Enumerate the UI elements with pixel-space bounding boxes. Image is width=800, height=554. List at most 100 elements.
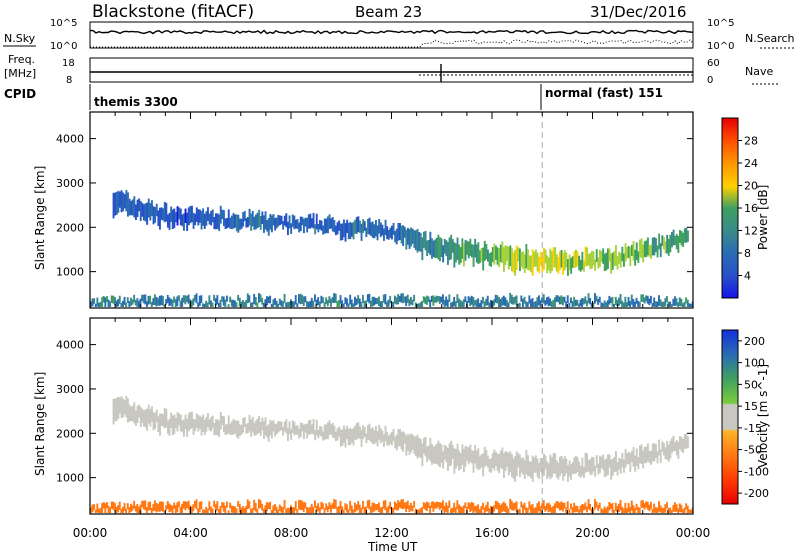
velocity-echo-cell <box>189 411 192 430</box>
power-echo-cell <box>157 210 160 226</box>
power-echo-cell <box>469 238 472 256</box>
power-echo-cell <box>368 293 371 304</box>
power-echo-cell <box>179 208 182 226</box>
velocity-echo-cell <box>126 503 129 510</box>
velocity-echo-cell <box>563 456 566 477</box>
velocity-echo-cell <box>210 416 213 432</box>
power-echo-cell <box>615 245 617 266</box>
power-echo-cell <box>272 299 275 307</box>
velocity-echo-cell <box>614 502 617 511</box>
power-echo-cell <box>191 205 193 223</box>
power-echo-cell <box>410 227 413 247</box>
velocity-echo-cell <box>579 505 582 513</box>
power-echo-cell <box>158 295 161 306</box>
power-echo-cell <box>163 304 166 307</box>
velocity-echo-cell <box>146 507 148 513</box>
velocity-echo-cell <box>448 500 451 508</box>
power-echo-cell <box>168 297 171 307</box>
power-echo-cell <box>211 209 214 223</box>
velocity-echo-cell <box>562 458 565 481</box>
power-echo-cell <box>328 214 331 230</box>
velocity-echo-cell <box>654 507 657 513</box>
power-echo-cell <box>670 304 673 307</box>
velocity-echo-cell <box>410 433 413 453</box>
power-echo-cell <box>262 302 265 307</box>
velocity-echo-cell <box>470 501 473 511</box>
nsearch-tick-high: 10^5 <box>707 18 734 29</box>
velocity-echo-cell <box>355 423 358 440</box>
velocity-echo-cell <box>362 500 364 509</box>
velocity-echo-cell <box>317 430 320 439</box>
velocity-echo-cell <box>442 451 445 469</box>
power-echo-cell <box>591 251 593 269</box>
power-echo-cell <box>614 296 617 305</box>
velocity-echo-cell <box>147 501 150 511</box>
y-tick-label: 3000 <box>56 177 84 190</box>
velocity-echo-cell <box>240 507 243 513</box>
power-echo-cell <box>437 234 440 260</box>
velocity-echo-cell <box>570 463 573 480</box>
velocity-echo-cell <box>567 465 569 482</box>
power-echo-cell <box>573 296 576 307</box>
power-echo-cell <box>517 247 520 262</box>
power-echo-cell <box>648 245 651 257</box>
power-echo-cell <box>472 244 475 267</box>
velocity-echo-cell <box>445 502 448 512</box>
power-echo-cell <box>283 293 286 304</box>
power-echo-cell <box>285 213 288 228</box>
power-echo-cell <box>159 207 161 230</box>
power-echo-cell <box>291 301 294 307</box>
power-echo-cell <box>480 248 483 262</box>
velocity-echo-cell <box>149 409 152 427</box>
power-echo-cell <box>606 300 609 307</box>
power-echo-cell <box>157 298 160 306</box>
power-echo-cell <box>141 294 144 302</box>
velocity-echo-cell <box>234 506 236 513</box>
y-tick-label: 4000 <box>56 133 84 146</box>
power-echo-cell <box>298 294 300 304</box>
velocity-echo-cell <box>175 418 177 429</box>
velocity-echo-cell <box>682 509 684 513</box>
power-echo-cell <box>682 232 685 247</box>
velocity-echo-cell <box>371 502 374 513</box>
power-echo-cell <box>237 214 240 233</box>
velocity-echo-cell <box>299 499 302 511</box>
power-echo-cell <box>477 242 480 264</box>
velocity-echo-cell <box>424 436 427 457</box>
velocity-echo-cell <box>538 462 541 480</box>
power-echo-cell <box>483 240 486 261</box>
velocity-echo-cell <box>419 508 422 513</box>
velocity-echo-cell <box>595 455 598 468</box>
power-echo-cell <box>250 302 252 307</box>
velocity-echo-cell <box>432 446 435 464</box>
velocity-echo-cell <box>459 453 462 469</box>
power-echo-cell <box>266 220 269 232</box>
power-echo-cell <box>427 239 430 254</box>
power-echo-cell <box>136 298 139 307</box>
power-echo-cell <box>599 249 601 267</box>
power-echo-cell <box>645 240 648 258</box>
power-echo-cell <box>563 296 566 303</box>
velocity-echo-cell <box>384 500 387 511</box>
power-echo-cell <box>640 294 643 302</box>
power-echo-cell <box>195 293 198 304</box>
velocity-echo-cell <box>606 506 609 513</box>
velocity-echo-cell <box>339 429 342 447</box>
power-echo-cell <box>479 250 481 264</box>
power-echo-cell <box>184 208 187 223</box>
velocity-echo-cell <box>274 424 277 437</box>
power-echo-cell <box>574 299 577 307</box>
power-echo-cell <box>630 294 633 305</box>
power-echo-cell <box>677 302 680 307</box>
velocity-echo-cell <box>379 428 382 444</box>
power-echo-cell <box>138 300 140 307</box>
velocity-echo-cell <box>410 502 412 511</box>
velocity-echo-cell <box>533 508 536 513</box>
power-echo-cell <box>149 295 152 305</box>
velocity-echo-cell <box>646 501 649 510</box>
power-echo-cell <box>459 300 462 307</box>
velocity-echo-cell <box>440 444 443 463</box>
power-echo-cell <box>120 303 123 307</box>
power-echo-cell <box>501 297 504 306</box>
